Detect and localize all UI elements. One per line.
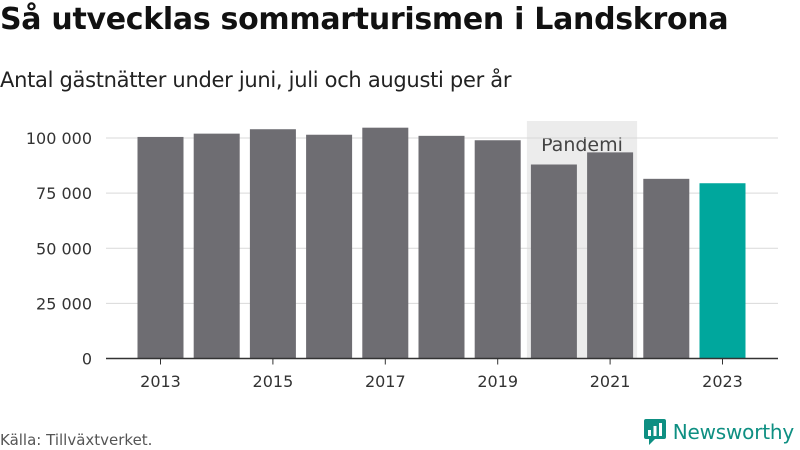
- bar-2013: [137, 136, 184, 359]
- chart-title: Så utvecklas sommarturismen i Landskrona: [0, 2, 729, 37]
- bar-2019: [474, 140, 521, 359]
- bar-2023: [699, 183, 746, 359]
- bar-2018: [418, 135, 465, 359]
- bar-2021: [587, 152, 634, 359]
- source-note: Källa: Tillväxtverket.: [0, 431, 153, 449]
- brand-name: Newsworthy: [672, 420, 794, 444]
- x-tick-label: 2013: [140, 372, 181, 391]
- y-tick-label: 75 000: [36, 184, 92, 203]
- bar-2022: [643, 178, 690, 359]
- brand-logo: Newsworthy: [643, 418, 794, 446]
- bar-2020: [530, 164, 577, 359]
- y-tick-label: 100 000: [26, 129, 92, 148]
- bars-layer: [137, 127, 746, 359]
- pandemic-label: Pandemi: [541, 134, 623, 156]
- chart-subtitle: Antal gästnätter under juni, juli och au…: [0, 68, 512, 92]
- y-tick-label: 25 000: [36, 294, 92, 313]
- bar-2015: [249, 129, 296, 359]
- x-tick-label: 2021: [590, 372, 631, 391]
- axes-layer: 2013 2015 2017 2019 2021 2023: [106, 357, 778, 391]
- newsworthy-logo-icon: [643, 419, 666, 445]
- x-tick-label: 2015: [253, 372, 294, 391]
- y-tick-label: 50 000: [36, 239, 92, 258]
- bar-2016: [306, 134, 353, 359]
- x-tick-label: 2017: [365, 372, 406, 391]
- bar-2017: [362, 127, 409, 359]
- x-tick-label: 2019: [477, 372, 518, 391]
- x-tick-label: 2023: [702, 372, 743, 391]
- y-tick-label: 0: [82, 350, 92, 369]
- bar-2014: [193, 133, 240, 359]
